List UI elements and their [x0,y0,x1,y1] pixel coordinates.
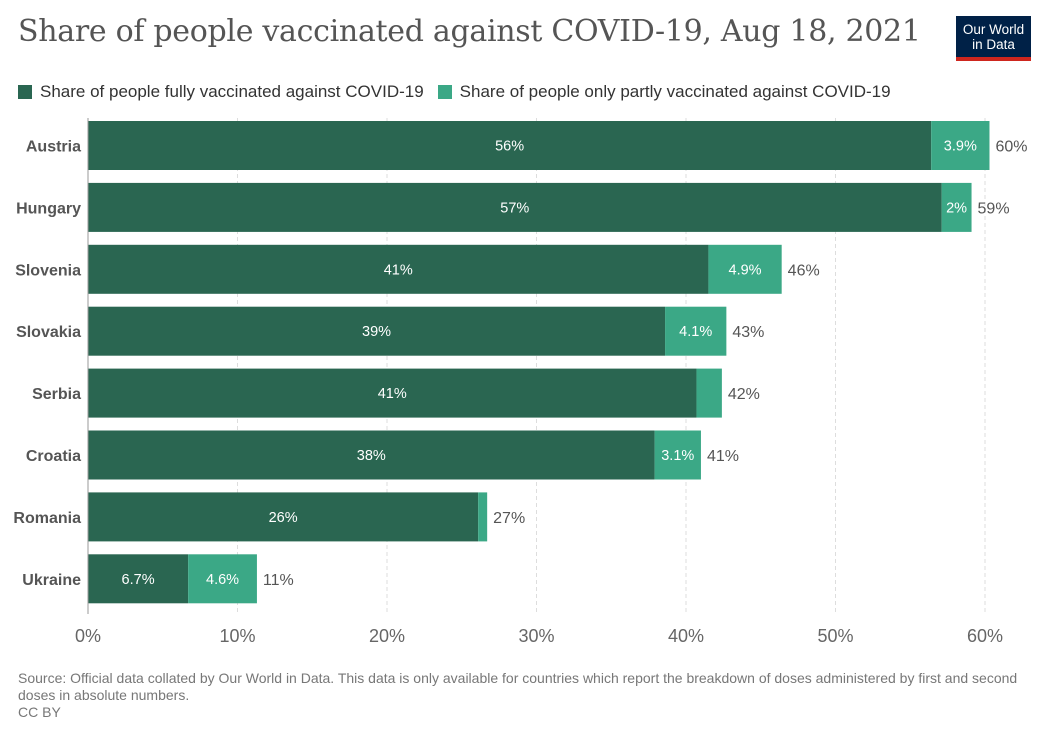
legend-swatch-fully [18,85,32,99]
legend: Share of people fully vaccinated against… [18,82,905,102]
legend-item-partly[interactable]: Share of people only partly vaccinated a… [437,82,891,102]
bar-partly [931,121,990,170]
category-label: Romania [13,510,81,527]
bar-total-label: 60% [995,139,1027,156]
category-label: Serbia [32,386,81,403]
bar-fully [88,492,479,542]
x-tick-label: 30% [518,626,554,646]
bar-total-label: 11% [263,572,294,589]
logo-line-1: Our World [962,22,1025,37]
legend-label-partly: Share of people only partly vaccinated a… [459,82,891,101]
bar-label-partly: 3.1% [661,448,694,464]
bar-label-fully: 39% [362,324,391,340]
source-note: Source: Official data collated by Our Wo… [18,670,1018,703]
bar-total-label: 41% [707,448,739,465]
category-label: Hungary [16,200,81,217]
category-label: Slovenia [15,262,81,279]
category-label: Slovakia [16,324,81,341]
bar-partly [188,554,257,604]
legend-item-fully[interactable]: Share of people fully vaccinated against… [18,82,424,102]
bar-label-fully: 41% [378,386,407,402]
bar-partly [708,244,782,294]
bar-label-fully: 56% [495,139,524,155]
bar-fully [88,244,709,294]
bar-partly [478,492,488,542]
x-tick-label: 50% [817,626,853,646]
x-tick-label: 40% [668,626,704,646]
bar-label-partly: 4.6% [206,572,239,588]
bar-total-label: 43% [732,324,764,341]
x-tick-label: 20% [369,626,405,646]
bar-total-label: 27% [493,510,525,527]
owid-logo[interactable]: Our World in Data [956,16,1031,61]
bar-chart: 0% 10% 20% 30% 40% 50% 60% Austria 56% 3.9% 60% Hun… [13,118,1028,646]
x-tick-label: 60% [967,626,1003,646]
bar-total-label: 46% [788,262,820,279]
bar-label-partly: 4.9% [729,262,762,278]
category-label: Croatia [26,448,81,465]
bar-partly [941,182,972,232]
license-note: CC BY [18,704,61,720]
chart-title: Share of people vaccinated against COVID… [18,14,921,49]
bar-fully [88,182,942,232]
bar-label-partly: 4.1% [679,324,712,340]
bar-label-fully: 6.7% [122,572,155,588]
bar-partly [696,368,722,418]
bar-label-fully: 26% [269,510,298,526]
bar-label-fully: 38% [357,448,386,464]
bar-partly [654,430,701,480]
bar-fully [88,554,189,604]
category-label: Ukraine [22,572,81,589]
legend-label-fully: Share of people fully vaccinated against… [40,82,424,101]
footer: Source: Official data collated by Our Wo… [18,670,1028,721]
bar-label-fully: 41% [384,262,413,278]
x-tick-label: 0% [75,626,101,646]
bar-total-label: 59% [978,200,1010,217]
bar-label-partly: 2% [946,200,967,216]
bar-fully [88,368,697,418]
category-label: Austria [26,139,81,156]
bar-label-fully: 57% [500,200,529,216]
bar-fully [88,306,666,356]
bar-fully [88,430,655,480]
bar-partly [665,306,727,356]
legend-swatch-partly [437,85,452,99]
bar-fully [88,121,932,170]
bar-total-label: 42% [728,386,760,403]
bar-label-partly: 3.9% [944,139,977,155]
logo-line-2: in Data [972,37,1015,52]
logo-red-bar [956,57,1031,61]
x-tick-label: 10% [219,626,255,646]
